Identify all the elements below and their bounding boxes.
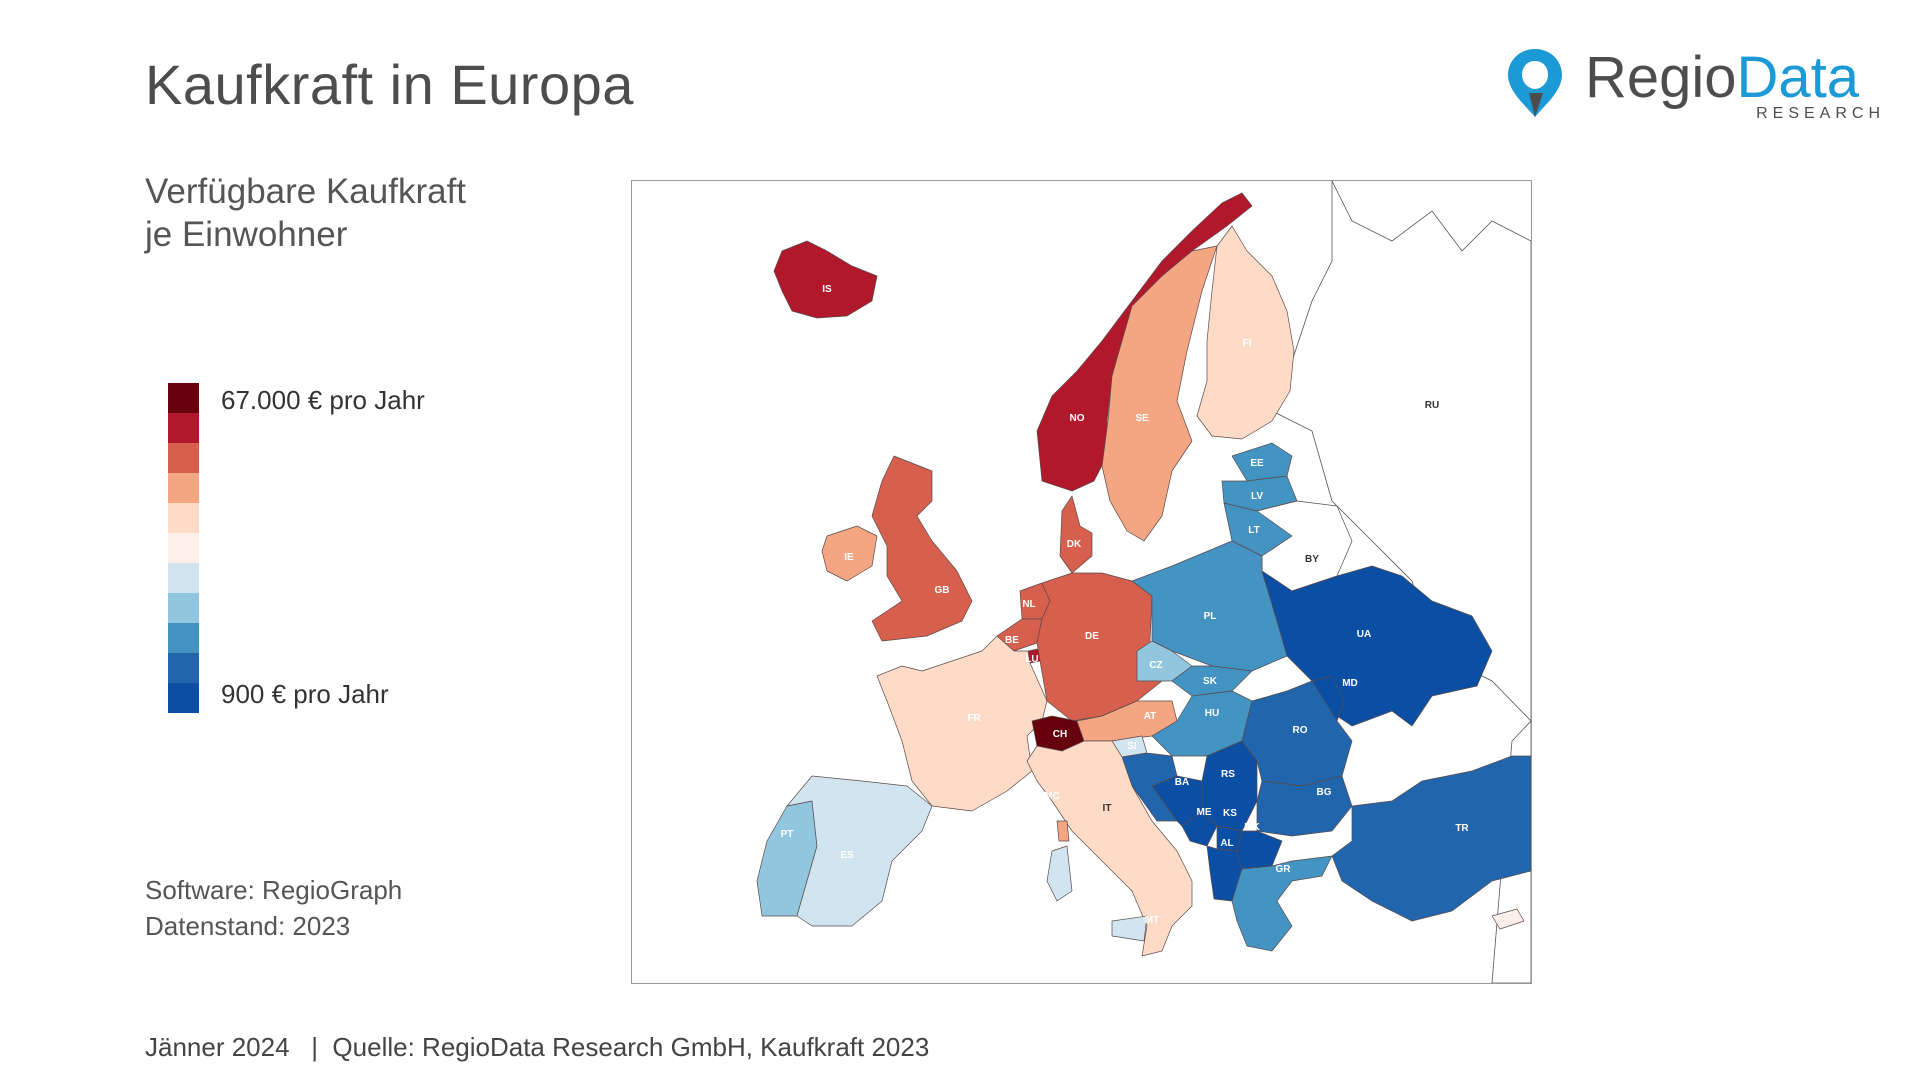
location-pin-icon [1508,49,1562,117]
legend-swatch-11 [168,683,199,713]
legend-swatch-7 [168,563,199,593]
label-ba: BA [1175,777,1189,788]
label-lv: LV [1251,491,1263,502]
island-sardinia [1046,845,1073,902]
software-note: Software: RegioGraph [145,875,403,905]
label-ee: EE [1250,458,1264,469]
label-mt: MT [1145,915,1159,926]
legend-swatch-5 [168,503,199,533]
label-mk: MK [1244,822,1260,833]
label-ch: CH [1053,729,1067,740]
label-by: BY [1305,554,1319,565]
country-tr [1331,755,1531,922]
label-ks: KS [1223,808,1237,819]
label-gb: GB [935,585,950,596]
label-hr: HR [1147,745,1162,756]
metadata-block: Software: RegioGraph Datenstand: 2023 [145,872,402,944]
legend-swatch-8 [168,593,199,623]
label-hu: HU [1205,708,1219,719]
subtitle-line-1: Verfügbare Kaufkraft [145,172,467,211]
country-dk [1059,495,1093,574]
label-at: AT [1144,711,1157,722]
logo-wordmark: RegioData [1585,45,1860,110]
label-ro: RO [1293,725,1308,736]
label-md: MD [1342,678,1358,689]
map-subtitle: Verfügbare Kaufkraft je Einwohner [145,170,466,256]
source-footer: Jänner 2024 | Quelle: RegioData Research… [145,1032,930,1062]
island-corsica [1056,820,1070,842]
europe-map: IS NO SE FI RU EE LV LT BY DK IE GB NL B… [631,180,1532,984]
country-ie [821,525,878,582]
label-no: NO [1070,413,1085,424]
label-ad: AD [943,809,957,820]
country-fi [1196,225,1295,440]
country-ee [1231,442,1293,482]
label-sk: SK [1203,676,1218,687]
label-ua: UA [1357,629,1371,640]
country-fr [876,635,1048,812]
label-fr: FR [967,713,981,724]
label-pt: PT [781,829,794,840]
country-gr [1231,855,1333,952]
page-title: Kaufkraft in Europa [145,53,634,116]
map-labels: IS NO SE FI RU EE LV LT BY DK IE GB NL B… [781,284,1470,926]
island-cyprus [1491,908,1525,930]
country-es [786,775,933,927]
legend-swatch-10 [168,653,199,683]
legend-max-label: 67.000 € pro Jahr [221,385,425,415]
country-ro [1241,680,1353,787]
label-me: ME [1197,807,1212,818]
subtitle-line-2: je Einwohner [145,215,348,254]
label-al: AL [1220,838,1233,849]
label-se: SE [1135,413,1149,424]
label-gr: GR [1276,864,1292,875]
label-ru: RU [1425,400,1439,411]
country-it [1026,740,1193,957]
label-fi: FI [1243,338,1252,349]
data-status-note: Datenstand: 2023 [145,911,351,941]
label-ie: IE [844,552,854,563]
legend-swatch-1 [168,383,199,413]
label-pl: PL [1204,611,1217,622]
color-legend [168,383,199,713]
legend-swatch-6 [168,533,199,563]
legend-swatch-2 [168,413,199,443]
country-is [773,240,878,319]
label-lu: LU [1025,654,1038,665]
regiodata-logo: RegioData RESEARCH [1505,45,1885,125]
logo-subtitle: RESEARCH [1756,105,1885,122]
legend-min-label: 900 € pro Jahr [221,679,389,709]
label-dk: DK [1067,539,1082,550]
label-bg: BG [1317,787,1332,798]
label-cz: CZ [1149,660,1162,671]
label-lt: LT [1248,525,1259,536]
country-se [1101,245,1218,542]
label-be: BE [1005,635,1019,646]
label-nl: NL [1022,599,1035,610]
label-mc: MC [1044,791,1060,802]
label-es: ES [840,850,854,861]
label-it: IT [1103,803,1112,814]
country-gb [871,455,973,642]
legend-swatch-9 [168,623,199,653]
label-tr: TR [1455,823,1469,834]
label-is: IS [822,284,832,295]
label-rs: RS [1221,769,1235,780]
label-si: SI [1127,741,1137,752]
island-sicily [1111,915,1148,942]
legend-swatch-3 [168,443,199,473]
label-de: DE [1085,631,1099,642]
country-me [1181,810,1218,847]
europe-map-svg: IS NO SE FI RU EE LV LT BY DK IE GB NL B… [756,181,1531,983]
legend-swatch-4 [168,473,199,503]
